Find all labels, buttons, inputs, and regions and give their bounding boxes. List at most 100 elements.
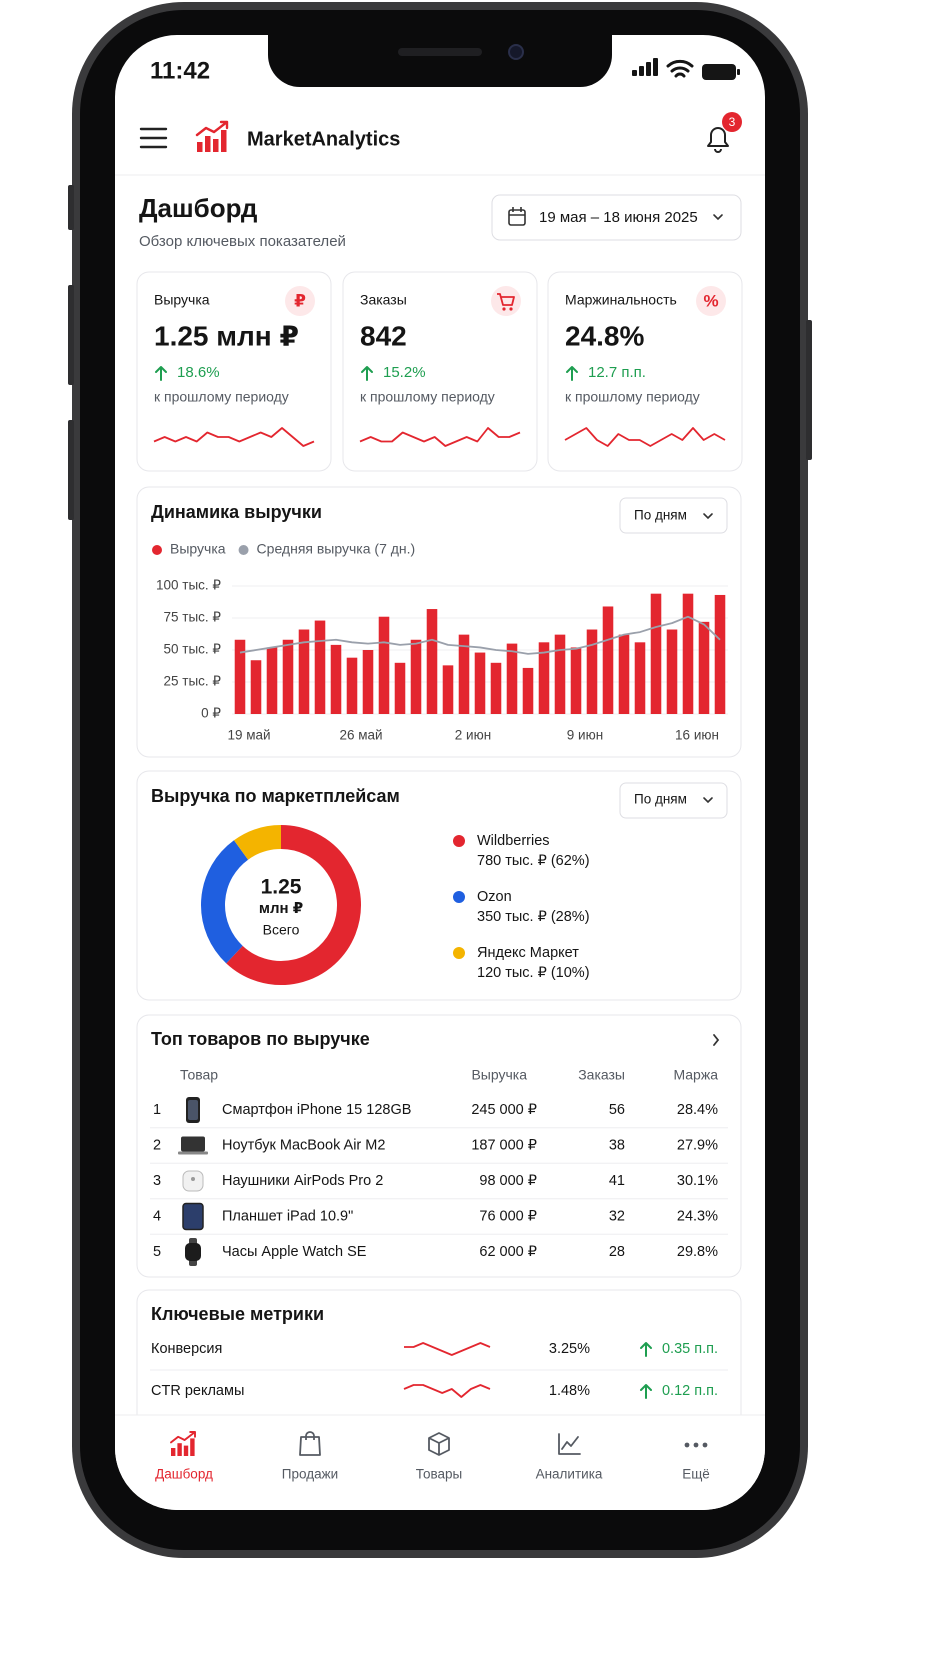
- nav-label[interactable]: Продажи: [282, 1467, 338, 1482]
- sparkline: [153, 427, 315, 447]
- bar: [266, 647, 278, 714]
- page-title: Дашборд: [139, 193, 258, 223]
- period-selector[interactable]: [619, 497, 728, 534]
- kpi-note: к прошлому периоду: [154, 389, 289, 405]
- chevron-right-icon[interactable]: [713, 1034, 720, 1046]
- margin: 27.9%: [677, 1137, 718, 1153]
- period-label: По дням: [634, 792, 687, 807]
- side-button: [68, 185, 74, 230]
- app-logo: [213, 139, 219, 152]
- nav-label[interactable]: Товары: [416, 1467, 462, 1482]
- metric-change: 0.35 п.п.: [662, 1341, 718, 1357]
- kpi-icon-bg: [491, 286, 521, 316]
- product-name: Смартфон iPhone 15 128GB: [222, 1102, 411, 1118]
- bar: [378, 616, 390, 714]
- chevron-icon: [703, 513, 713, 520]
- sparkline: [404, 1342, 491, 1356]
- sparkline: [564, 427, 726, 447]
- metric-name: Конверсия: [151, 1341, 222, 1357]
- app-logo: [221, 130, 227, 152]
- bar: [650, 593, 662, 714]
- kpi-change: 18.6%: [177, 364, 220, 381]
- legend-marker: [238, 545, 249, 555]
- notification-count: 3: [729, 115, 736, 129]
- legend-label: Выручка: [170, 541, 226, 557]
- donut-slice: [226, 825, 361, 985]
- rank: 2: [153, 1137, 161, 1153]
- nav-icon: [190, 1438, 195, 1456]
- kpi-note: к прошлому периоду: [565, 389, 700, 405]
- bar: [298, 629, 310, 714]
- orders: 38: [609, 1137, 625, 1153]
- orders: 56: [609, 1102, 625, 1118]
- app-logo: [197, 142, 203, 152]
- revenue: 76 000 ₽: [479, 1208, 537, 1224]
- signal-icon: [632, 70, 637, 76]
- line: [239, 615, 721, 655]
- bar: [250, 660, 262, 714]
- card: [342, 271, 538, 472]
- nav-label[interactable]: Аналитика: [536, 1467, 603, 1482]
- margin: 29.8%: [677, 1244, 718, 1260]
- nav-label[interactable]: Дашборд: [155, 1467, 213, 1482]
- legend-value: 350 тыс. ₽ (28%): [477, 909, 590, 925]
- side-button: [68, 420, 74, 520]
- bar: [618, 634, 630, 714]
- legend-label: Средняя выручка (7 дн.): [257, 541, 416, 557]
- y-tick-label: 0 ₽: [201, 706, 221, 721]
- bar: [458, 634, 470, 714]
- kpi-icon: [509, 307, 513, 311]
- kpi-icon: [502, 307, 506, 311]
- table-title: Топ товаров по выручке: [151, 1029, 370, 1049]
- bar: [474, 652, 486, 714]
- card: [136, 271, 332, 472]
- bar: [570, 647, 582, 714]
- nav-icon: [183, 1445, 189, 1456]
- kpi-value: 842: [360, 320, 407, 351]
- legend-marker: [453, 835, 465, 847]
- date-picker[interactable]: [491, 194, 742, 241]
- card: [136, 1014, 742, 1278]
- metric-name: CTR рекламы: [151, 1383, 244, 1399]
- nav-icon: [171, 1448, 176, 1456]
- metric-change: 0.12 п.п.: [662, 1383, 718, 1399]
- bar: [506, 643, 518, 714]
- margin: 28.4%: [677, 1102, 718, 1118]
- legend-label: Яндекс Маркет: [477, 945, 579, 961]
- nav-label[interactable]: Ещё: [682, 1467, 710, 1482]
- kpi-icon: ₽: [294, 291, 306, 310]
- margin: 30.1%: [677, 1173, 718, 1189]
- date-range: 19 мая – 18 июня 2025: [539, 209, 698, 226]
- metric-value: 3.25%: [549, 1341, 590, 1357]
- rank: 4: [153, 1208, 161, 1224]
- bar: [634, 642, 646, 714]
- bar: [602, 606, 614, 714]
- calendar-icon: [509, 207, 525, 216]
- bar: [490, 662, 502, 714]
- kpi-label: Выручка: [154, 292, 210, 308]
- legend-label: Ozon: [477, 889, 512, 905]
- battery-cap: [737, 69, 740, 75]
- nav-icon: [177, 1443, 182, 1456]
- donut-slice: [233, 825, 282, 860]
- bar: [394, 662, 406, 714]
- bar: [586, 629, 598, 714]
- kpi-change: 12.7 п.п.: [588, 364, 646, 381]
- legend-marker: [453, 947, 465, 959]
- x-tick-label: 9 июн: [567, 728, 603, 743]
- y-tick-label: 75 тыс. ₽: [164, 610, 222, 625]
- up-arrow-icon: [566, 366, 578, 381]
- product-image: [178, 1151, 208, 1155]
- rank: 1: [153, 1102, 161, 1118]
- legend-value: 780 тыс. ₽ (62%): [477, 853, 590, 869]
- revenue: 98 000 ₽: [479, 1173, 537, 1189]
- kpi-label: Заказы: [360, 292, 407, 308]
- card: [547, 271, 743, 472]
- bar: [554, 634, 566, 714]
- period-selector[interactable]: [619, 782, 728, 819]
- donut-total: 1.25: [261, 876, 302, 899]
- bar: [330, 644, 342, 714]
- rank: 3: [153, 1173, 161, 1189]
- product-image: [188, 1100, 198, 1120]
- up-arrow-icon: [155, 366, 167, 381]
